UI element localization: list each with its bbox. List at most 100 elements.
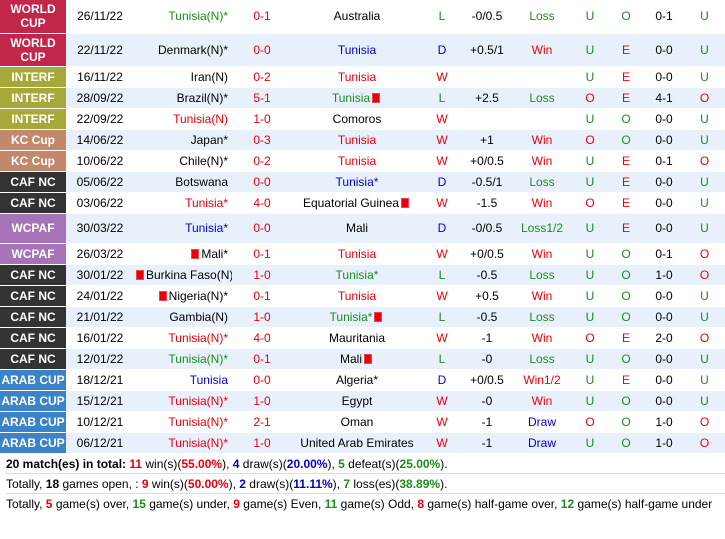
table-row[interactable]: ARAB CUP 06/12/21 Tunisia(N)* 1-0 United Ara… [0,432,725,454]
home-team-name[interactable]: Denmark(N)* [157,42,228,57]
table-row[interactable]: KC Cup 14/06/22 Japan* 0-3 Tunisia W +1 Win O O 0-… [0,129,725,151]
away-team[interactable]: Equatorial Guinea [292,192,422,214]
competition-badge[interactable]: INTERF [0,108,66,130]
full-time-score[interactable]: 0-1 [232,0,292,34]
full-time-score[interactable]: 1-0 [232,306,292,328]
table-row[interactable]: CAF NC 12/01/22 Tunisia(N)* 0-1 Mali L -0 Loss U… [0,348,725,370]
full-time-score[interactable]: 5-1 [232,87,292,109]
away-team[interactable]: Mali [292,213,422,244]
away-team[interactable]: Comoros [292,108,422,130]
away-team-name[interactable]: Mauritania [328,330,386,345]
full-time-score[interactable]: 0-0 [232,369,292,391]
table-row[interactable]: CAF NC 24/01/22 Nigeria(N)* 0-1 Tunisia W +0.5… [0,285,725,307]
home-team-name[interactable]: Gambia(N) [169,309,228,324]
home-team[interactable]: Tunisia(N)* [134,348,232,370]
away-team[interactable]: Algeria* [292,369,422,391]
home-team[interactable]: Tunisia(N) [134,108,232,130]
competition-badge[interactable]: WCPAF [0,213,66,244]
away-team-name[interactable]: Tunisia [337,42,377,57]
away-team[interactable]: Australia [292,0,422,34]
full-time-score[interactable]: 4-0 [232,327,292,349]
full-time-score[interactable]: 1-0 [232,390,292,412]
competition-badge[interactable]: CAF NC [0,306,66,328]
table-row[interactable]: KC Cup 10/06/22 Chile(N)* 0-2 Tunisia W +0/0.5… [0,150,725,172]
table-row[interactable]: INTERF 28/09/22 Brazil(N)* 5-1 Tunisia L +2.5 L… [0,87,725,109]
competition-badge[interactable]: WORLD CUP [0,33,66,67]
away-team[interactable]: Oman [292,411,422,433]
full-time-score[interactable]: 0-1 [232,243,292,265]
full-time-score[interactable]: 1-0 [232,432,292,454]
home-team-name[interactable]: Tunisia(N)* [168,351,228,366]
table-row[interactable]: INTERF 16/11/22 Iran(N) 0-2 Tunisia W U E 0-0 U [0,66,725,88]
competition-badge[interactable]: CAF NC [0,348,66,370]
home-team[interactable]: Tunisia* [134,213,232,244]
table-row[interactable]: CAF NC 21/01/22 Gambia(N) 1-0 Tunisia* L -0.5 L… [0,306,725,328]
away-team[interactable]: Mali [292,348,422,370]
home-team-name[interactable]: Tunisia* [185,195,228,210]
competition-badge[interactable]: CAF NC [0,264,66,286]
home-team[interactable]: Mali* [134,243,232,265]
competition-badge[interactable]: CAF NC [0,327,66,349]
away-team-name[interactable]: Tunisia* [329,309,373,324]
away-team-name[interactable]: Equatorial Guinea [302,195,400,210]
full-time-score[interactable]: 0-0 [232,213,292,244]
home-team-name[interactable]: Burkina Faso(N) [146,267,232,282]
competition-badge[interactable]: CAF NC [0,192,66,214]
away-team[interactable]: Tunisia* [292,171,422,193]
full-time-score[interactable]: 1-0 [232,264,292,286]
away-team-name[interactable]: Australia [333,9,381,24]
away-team-name[interactable]: Tunisia [337,246,377,261]
away-team-name[interactable]: Mali [339,351,362,366]
home-team[interactable]: Tunisia(N)* [134,0,232,34]
away-team[interactable]: United Arab Emirates [292,432,422,454]
full-time-score[interactable]: 4-0 [232,192,292,214]
home-team[interactable]: Burkina Faso(N) [134,264,232,286]
home-team-name[interactable]: Tunisia [189,372,228,387]
competition-badge[interactable]: WCPAF [0,243,66,265]
home-team[interactable]: Chile(N)* [134,150,232,172]
away-team-name[interactable]: Tunisia [331,90,371,105]
home-team-name[interactable]: Brazil(N)* [176,90,228,105]
home-team-name[interactable]: Tunisia(N)* [168,330,228,345]
away-team[interactable]: Tunisia [292,33,422,67]
table-row[interactable]: CAF NC 30/01/22 Burkina Faso(N) 1-0 Tunisia*… [0,264,725,286]
away-team-name[interactable]: Algeria* [335,372,379,387]
home-team[interactable]: Tunisia(N)* [134,432,232,454]
home-team-name[interactable]: Tunisia* [185,221,228,235]
competition-badge[interactable]: ARAB CUP [0,390,66,412]
competition-badge[interactable]: INTERF [0,66,66,88]
table-row[interactable]: ARAB CUP 18/12/21 Tunisia 0-0 Algeria* D +0/0.… [0,369,725,391]
home-team[interactable]: Tunisia(N)* [134,390,232,412]
competition-badge[interactable]: WORLD CUP [0,0,66,34]
home-team-name[interactable]: Japan* [190,132,228,147]
home-team[interactable]: Japan* [134,129,232,151]
away-team-name[interactable]: Tunisia [337,132,377,147]
home-team[interactable]: Tunisia [134,369,232,391]
away-team[interactable]: Tunisia [292,129,422,151]
competition-badge[interactable]: KC Cup [0,150,66,172]
home-team-name[interactable]: Tunisia(N) [173,111,228,126]
table-row[interactable]: WORLD CUP 22/11/22 Denmark(N)* 0-0 Tunisia D +… [0,33,725,67]
table-row[interactable]: INTERF 22/09/22 Tunisia(N) 1-0 Comoros W U O 0-0… [0,108,725,130]
away-team-name[interactable]: United Arab Emirates [300,435,414,450]
home-team[interactable]: Gambia(N) [134,306,232,328]
competition-badge[interactable]: CAF NC [0,171,66,193]
away-team-name[interactable]: Tunisia [337,153,377,168]
competition-badge[interactable]: CAF NC [0,285,66,307]
away-team-name[interactable]: Comoros [332,111,382,126]
away-team-name[interactable]: Tunisia [337,69,377,84]
home-team[interactable]: Botswana [134,171,232,193]
full-time-score[interactable]: 0-2 [232,150,292,172]
home-team-name[interactable]: Tunisia(N)* [168,414,228,429]
home-team-name[interactable]: Mali* [201,246,228,261]
home-team-name[interactable]: Botswana [175,174,228,189]
full-time-score[interactable]: 0-0 [232,171,292,193]
full-time-score[interactable]: 0-3 [232,129,292,151]
home-team[interactable]: Tunisia* [134,192,232,214]
away-team[interactable]: Tunisia [292,66,422,88]
table-row[interactable]: WORLD CUP 26/11/22 Tunisia(N)* 0-1 Australia… [0,0,725,34]
away-team[interactable]: Egypt [292,390,422,412]
home-team[interactable]: Brazil(N)* [134,87,232,109]
away-team-name[interactable]: Egypt [341,393,373,408]
away-team[interactable]: Tunisia [292,150,422,172]
